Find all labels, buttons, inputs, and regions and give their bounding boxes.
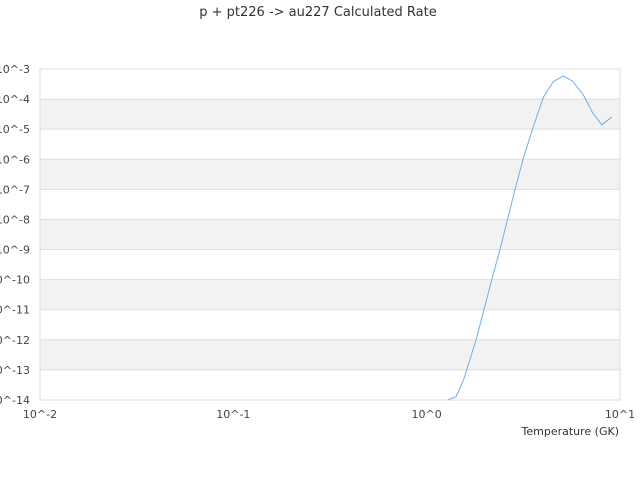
grid-band	[40, 339, 620, 370]
x-tick-label: 10^-1	[216, 408, 250, 421]
grid-band	[40, 159, 620, 190]
plot-frame	[39, 68, 621, 401]
y-tick-label: 10^-14	[0, 394, 30, 407]
y-tick-label: 10^-4	[0, 93, 30, 106]
x-tick-label: 10^1	[605, 408, 635, 421]
grid-band	[40, 279, 620, 310]
grid-band	[40, 219, 620, 250]
x-axis-label: Temperature (GK)	[521, 425, 620, 438]
y-tick-label: 10^-7	[0, 183, 30, 196]
y-tick-label: 10^-13	[0, 364, 30, 377]
x-tick-label: 10^0	[412, 408, 442, 421]
y-tick-label: 10^-11	[0, 304, 30, 317]
y-tick-label: 10^-9	[0, 244, 30, 257]
y-tick-label: 10^-6	[0, 153, 30, 166]
series-line	[447, 75, 613, 401]
y-tick-label: 10^-5	[0, 123, 30, 136]
y-tick-label: 10^-3	[0, 63, 30, 76]
y-tick-label: 10^-8	[0, 213, 30, 226]
y-tick-label: 10^-10	[0, 274, 30, 287]
x-tick-label: 10^-2	[23, 408, 57, 421]
grid-band	[40, 99, 620, 130]
chart-title: p + pt226 -> au227 Calculated Rate	[199, 5, 436, 20]
y-tick-label: 10^-12	[0, 334, 30, 347]
